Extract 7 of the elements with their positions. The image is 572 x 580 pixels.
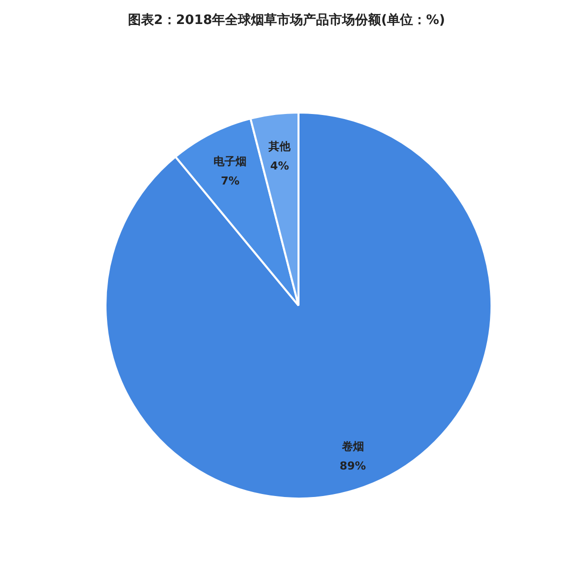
- data-label: 7%: [220, 174, 240, 188]
- slice-label: 卷烟: [340, 440, 364, 453]
- data-label: 89%: [340, 459, 366, 472]
- slice-label: 电子烟: [214, 155, 247, 168]
- slice-label: 其他: [268, 140, 292, 153]
- data-label: 4%: [270, 159, 289, 172]
- chart-title: 图表2：2018年全球烟草市场产品市场份额(单位：%): [128, 12, 446, 28]
